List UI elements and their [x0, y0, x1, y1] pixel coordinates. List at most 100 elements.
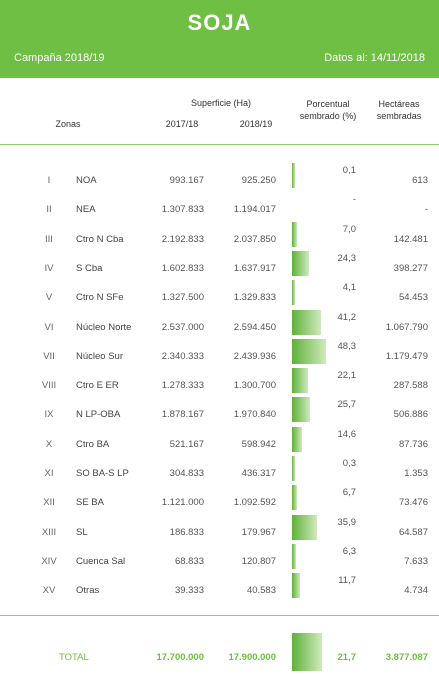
zone-name: NOA — [76, 175, 97, 186]
area-2018-19: 1.329.833 — [233, 292, 276, 304]
hectares-sown: 87.736 — [398, 438, 428, 450]
hectares-sown: 64.587 — [398, 526, 428, 538]
progress-bar — [292, 163, 295, 188]
table-row: VII Núcleo Sur 2.340.333 2.439.936 48,3 1.179… — [0, 338, 439, 367]
hectares-sown: 506.886 — [393, 409, 428, 421]
area-2017-18: 1.278.333 — [161, 380, 204, 392]
table-row: X Ctro BA 521.167 598.942 14,6 87.736 — [0, 426, 439, 455]
percentage-sown: 11,7 — [338, 575, 356, 587]
hectares-sown: 142.481 — [393, 233, 428, 245]
hectares-sown: 287.588 — [393, 380, 428, 392]
area-2018-19: 2.037.850 — [233, 233, 276, 245]
col-hectareas-line1: Hectáreas — [378, 99, 420, 109]
percentage-sown: 41,2 — [337, 311, 357, 323]
zone-number: VI — [44, 321, 54, 333]
header-banner: SOJA Campaña 2018/19 Datos al: 14/11/201… — [0, 0, 439, 78]
area-2018-19: 1.194.017 — [233, 204, 276, 216]
progress-bar — [292, 250, 309, 276]
zone-name: SE BA — [76, 497, 104, 509]
area-2017-18: 993.167 — [169, 175, 204, 186]
zone-name: Núcleo Norte — [76, 321, 132, 333]
zone-name: SL — [76, 526, 88, 538]
area-2018-19: 40.583 — [246, 585, 276, 597]
area-2017-18: 1.878.167 — [161, 409, 204, 421]
table-row: IV S Cba 1.602.833 1.637.917 24,3 398.277 — [0, 250, 439, 279]
col-porcentual-line1: Porcentual — [306, 99, 350, 109]
percentage-sown: 6,7 — [342, 487, 356, 499]
area-2018-19: 1.637.917 — [233, 262, 276, 274]
hectares-sown: 73.476 — [398, 497, 428, 509]
area-2018-19: 120.807 — [241, 555, 276, 567]
zone-name: Núcleo Sur — [76, 350, 123, 362]
area-2018-19: 1.092.592 — [233, 497, 276, 509]
percentage-sown: 48,3 — [337, 340, 357, 352]
table-row: XV Otras 39.333 40.583 11,7 4.734 — [0, 573, 439, 601]
percentage-sown: 0,1 — [342, 165, 356, 176]
total-divider — [0, 615, 439, 616]
progress-bar — [292, 309, 321, 335]
hectares-sown: 1.179.479 — [385, 350, 428, 362]
percentage-sown: 4,1 — [342, 282, 356, 294]
area-2017-18: 304.833 — [169, 468, 204, 479]
progress-bar — [292, 485, 297, 511]
table-row: XIII SL 186.833 179.967 35,9 64.587 — [0, 514, 439, 543]
hectares-sown: 1.067.790 — [385, 321, 428, 333]
area-2017-18: 1.602.833 — [161, 262, 204, 274]
col-2018-19: 2018/19 — [239, 119, 273, 129]
percentage-sown: 7,0 — [342, 223, 356, 235]
zone-number: XIV — [41, 555, 57, 567]
zone-number: XI — [44, 468, 54, 479]
zone-number: X — [45, 438, 53, 450]
table-row: II NEA 1.307.833 1.194.017 - - — [0, 194, 439, 220]
col-2017-18: 2017/18 — [165, 119, 199, 129]
table-row: VIII Ctro E ER 1.278.333 1.300.700 22,1 287.5… — [0, 368, 439, 396]
percentage-sown: 25,7 — [337, 399, 357, 411]
hectares-sown: 1.353 — [404, 468, 428, 479]
zone-number: XIII — [41, 526, 57, 538]
progress-bar — [292, 368, 308, 394]
percentage-sown: 6,3 — [342, 545, 356, 557]
zone-number: III — [45, 233, 53, 245]
table-row: III Ctro N Cba 2.192.833 2.037.850 7,0 142.48… — [0, 221, 439, 250]
zone-number: V — [45, 292, 53, 304]
zone-name: S Cba — [76, 262, 103, 274]
table-row: V Ctro N SFe 1.327.500 1.329.833 4,1 54.453 — [0, 280, 439, 308]
progress-bar — [292, 573, 300, 599]
header-divider — [0, 144, 439, 145]
table-row: XI SO BA-S LP 304.833 436.317 0,3 1.353 — [0, 456, 439, 484]
progress-bar — [292, 280, 295, 306]
col-porcentual-line2: sembrado (%) — [299, 111, 357, 121]
col-hectareas-line2: sembradas — [376, 111, 422, 121]
total-percentage: 21,7 — [337, 652, 357, 663]
hectares-sown: 613 — [412, 175, 428, 186]
col-hectareas: Hectáreas sembradas — [364, 98, 434, 122]
total-row: TOTAL 17.700.000 17.900.000 21,7 3.877.0… — [0, 648, 439, 668]
zone-number: I — [47, 175, 51, 186]
area-2017-18: 2.537.000 — [161, 321, 204, 333]
col-porcentual: Porcentual sembrado (%) — [293, 98, 363, 122]
total-progress-bar — [292, 633, 322, 671]
data-date-label: Datos al: 14/11/2018 — [324, 52, 425, 64]
progress-bar — [292, 456, 295, 481]
table-row: XII SE BA 1.121.000 1.092.592 6,7 73.476 — [0, 485, 439, 513]
total-2017-18: 17.700.000 — [156, 652, 204, 663]
zone-number: XII — [43, 497, 55, 509]
hectares-sown: 7.633 — [404, 555, 428, 567]
area-2017-18: 521.167 — [169, 438, 204, 450]
progress-bar — [292, 426, 302, 452]
area-2018-19: 1.970.840 — [233, 409, 276, 421]
zone-name: Ctro N SFe — [76, 292, 124, 304]
zone-number: II — [46, 204, 52, 216]
progress-bar — [292, 221, 297, 247]
zone-number: XV — [42, 585, 56, 597]
area-2018-19: 598.942 — [241, 438, 276, 450]
percentage-sown: 22,1 — [337, 370, 357, 382]
total-2018-19: 17.900.000 — [228, 652, 276, 663]
zone-number: VIII — [41, 380, 57, 392]
zone-name: SO BA-S LP — [76, 468, 129, 479]
table-row: IX N LP-OBA 1.878.167 1.970.840 25,7 506.886 — [0, 397, 439, 425]
total-label: TOTAL — [59, 652, 89, 663]
area-2018-19: 925.250 — [241, 175, 276, 186]
zone-number: VII — [43, 350, 55, 362]
progress-bar — [292, 543, 296, 569]
